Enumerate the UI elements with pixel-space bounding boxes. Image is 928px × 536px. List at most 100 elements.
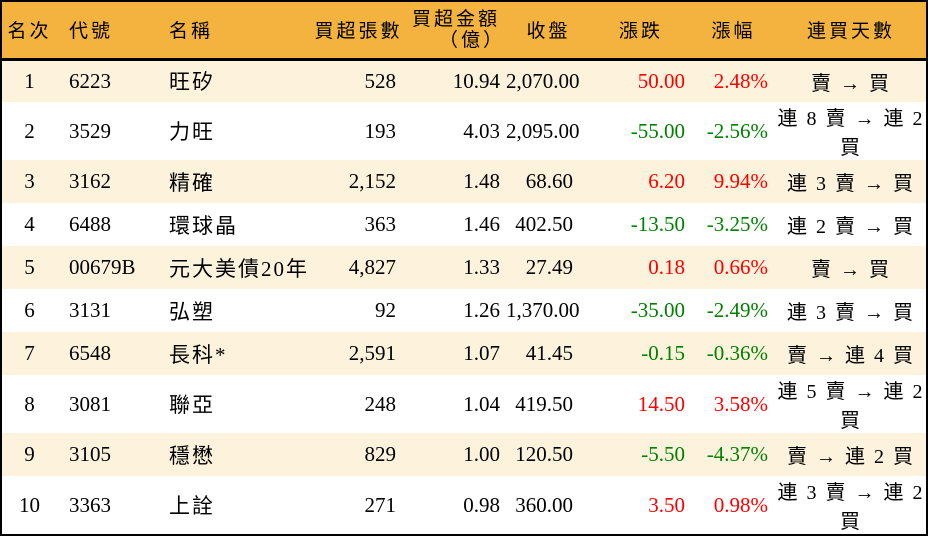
table-row: 9 3105 穩懋 829 1.00 120.50 -5.50 -4.37% 賣 → 連 2 買 <box>1 433 927 476</box>
cell-volume: 271 <box>364 492 397 517</box>
cell-streak: 連 3 賣 → 連 2 買 <box>777 482 925 533</box>
cell-code: 3162 <box>69 169 111 193</box>
table-body: 1 6223 旺矽 528 10.94 2,070.00 50.00 2.48% 賣 → 買 2 3… <box>1 59 927 535</box>
cell-close: 41.45 <box>525 341 573 365</box>
cell-change_pct: 0.66% <box>713 255 768 279</box>
cell-amount: 1.26 <box>463 298 500 322</box>
table-row: 3 3162 精確 2,152 1.48 68.60 6.20 9.94% 連 3 賣 → 買 <box>1 160 927 203</box>
column-header-amount-line1: 買超金額 <box>411 8 500 30</box>
cell-name: 環球晶 <box>169 213 238 238</box>
cell-change: -5.50 <box>641 442 685 466</box>
cell-rank: 9 <box>24 442 35 466</box>
cell-volume: 829 <box>364 442 397 466</box>
cell-change_pct: -0.36% <box>706 341 768 365</box>
cell-volume: 2,591 <box>348 341 396 365</box>
cell-volume: 528 <box>364 68 397 93</box>
cell-amount: 1.33 <box>463 255 500 279</box>
cell-change_pct: 3.58% <box>713 391 768 416</box>
cell-code: 6223 <box>69 68 111 93</box>
cell-amount: 10.94 <box>452 68 500 93</box>
table-row: 8 3081 聯亞 248 1.04 419.50 14.50 3.58% 連 5 賣 → 連 … <box>1 375 927 433</box>
cell-amount: 0.98 <box>463 492 500 517</box>
cell-close: 68.60 <box>525 169 573 193</box>
cell-change: 0.18 <box>648 255 685 279</box>
cell-change: -0.15 <box>641 341 685 365</box>
cell-name: 穩懋 <box>169 443 215 468</box>
column-header-amount-line2: （億） <box>438 29 505 51</box>
cell-change: -35.00 <box>630 298 685 322</box>
cell-code: 3131 <box>69 298 111 322</box>
table-row: 5 00679B 元大美債20年 4,827 1.33 27.49 0.18 0.66% 賣 →… <box>1 246 927 289</box>
cell-streak: 連 5 賣 → 連 2 買 <box>777 381 925 432</box>
cell-code: 6548 <box>69 341 111 365</box>
cell-close: 2,095.00 <box>506 118 580 143</box>
cell-volume: 363 <box>364 212 397 236</box>
cell-amount: 1.00 <box>463 442 500 466</box>
cell-name: 力旺 <box>169 120 215 144</box>
cell-code: 6488 <box>69 212 111 236</box>
cell-change: 50.00 <box>637 68 685 93</box>
cell-code: 3081 <box>69 391 111 416</box>
column-header-streak: 連買天數 <box>806 21 895 43</box>
cell-change: 3.50 <box>648 492 685 517</box>
column-header-volume: 買超張數 <box>314 21 403 43</box>
cell-rank: 2 <box>24 118 35 143</box>
cell-rank: 8 <box>24 391 35 416</box>
table-header: 名次 代號 名稱 買超張數 買超金額 （億） 收盤 漲跌 漲幅 連買天數 <box>1 1 927 59</box>
cell-rank: 6 <box>24 298 35 322</box>
cell-volume: 4,827 <box>348 255 396 279</box>
column-header-change_pct: 漲幅 <box>711 21 756 43</box>
cell-streak: 賣 → 連 4 買 <box>787 345 915 367</box>
column-header-rank: 名次 <box>7 21 52 43</box>
cell-streak: 連 3 賣 → 買 <box>787 302 915 324</box>
cell-streak: 賣 → 連 2 買 <box>787 446 915 468</box>
cell-change_pct: -2.56% <box>706 118 768 143</box>
cell-change_pct: 9.94% <box>713 169 768 193</box>
cell-rank: 5 <box>24 255 35 279</box>
cell-close: 1,370.00 <box>506 298 580 322</box>
header-row: 名次 代號 名稱 買超張數 買超金額 （億） 收盤 漲跌 漲幅 連買天數 <box>1 1 927 59</box>
cell-code: 3105 <box>69 442 111 466</box>
cell-change_pct: -3.25% <box>706 212 768 236</box>
table-row: 4 6488 環球晶 363 1.46 402.50 -13.50 -3.25% 連 2 賣 →… <box>1 203 927 246</box>
cell-change_pct: -4.37% <box>706 442 768 466</box>
column-header-change: 漲跌 <box>618 21 663 43</box>
column-header-amount: 買超金額 （億） <box>406 1 506 59</box>
cell-streak: 連 3 賣 → 買 <box>787 173 915 195</box>
cell-volume: 92 <box>375 298 396 322</box>
cell-change_pct: 2.48% <box>713 68 768 93</box>
column-header-name: 名稱 <box>169 21 214 43</box>
cell-close: 402.50 <box>515 212 573 236</box>
cell-name: 旺矽 <box>169 70 215 95</box>
cell-change: 6.20 <box>648 169 685 193</box>
table-row: 1 6223 旺矽 528 10.94 2,070.00 50.00 2.48% 賣 → 買 <box>1 59 927 102</box>
cell-close: 27.49 <box>525 255 573 279</box>
table-row: 2 3529 力旺 193 4.03 2,095.00 -55.00 -2.56% 連 8 賣 … <box>1 102 927 160</box>
cell-streak: 賣 → 買 <box>811 259 891 281</box>
cell-streak: 連 8 賣 → 連 2 買 <box>777 108 925 159</box>
cell-amount: 1.04 <box>463 391 500 416</box>
cell-close: 120.50 <box>515 442 573 466</box>
cell-volume: 248 <box>364 391 397 416</box>
cell-close: 2,070.00 <box>506 68 580 93</box>
cell-code: 3363 <box>69 492 111 517</box>
cell-close: 419.50 <box>515 391 573 416</box>
cell-streak: 賣 → 買 <box>811 72 891 95</box>
cell-change: -13.50 <box>630 212 685 236</box>
cell-amount: 4.03 <box>463 118 500 143</box>
cell-name: 長科* <box>169 342 228 367</box>
cell-name: 精確 <box>169 170 215 195</box>
cell-volume: 193 <box>364 118 397 143</box>
cell-rank: 3 <box>24 169 35 193</box>
cell-close: 360.00 <box>515 492 573 517</box>
column-header-close: 收盤 <box>526 21 571 43</box>
cell-name: 聯亞 <box>169 393 215 417</box>
cell-change: -55.00 <box>630 118 685 143</box>
cell-code: 00679B <box>69 255 136 279</box>
cell-rank: 4 <box>24 212 35 236</box>
cell-change: 14.50 <box>637 391 685 416</box>
cell-amount: 1.46 <box>463 212 500 236</box>
cell-change_pct: 0.98% <box>713 492 768 517</box>
cell-rank: 1 <box>24 68 35 93</box>
